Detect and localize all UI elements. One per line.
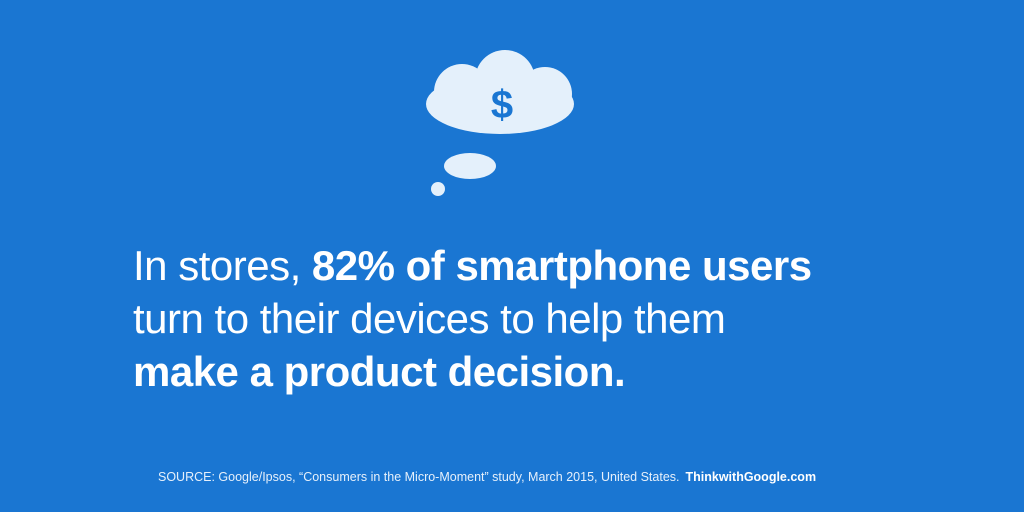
headline-text: In stores, [133, 242, 312, 289]
source: SOURCE: Google/Ipsos, “Consumers in the … [158, 470, 680, 484]
footer: SOURCE: Google/Ipsos, “Consumers in the … [158, 470, 816, 484]
thought-cloud: $ [426, 50, 574, 196]
brand: ThinkwithGoogle.com [685, 470, 817, 484]
headline-line: In stores, 82% of smartphone users [133, 240, 812, 292]
dollar-icon: $ [491, 83, 513, 127]
cloud-shape [426, 50, 574, 196]
headline-line: make a product decision. [133, 346, 626, 398]
headline-emphasis: make a product decision. [133, 348, 626, 395]
headline-text: turn to their devices to help them [133, 295, 726, 342]
headline-line: turn to their devices to help them [133, 293, 726, 345]
headline-emphasis: 82% of smartphone users [311, 242, 812, 289]
